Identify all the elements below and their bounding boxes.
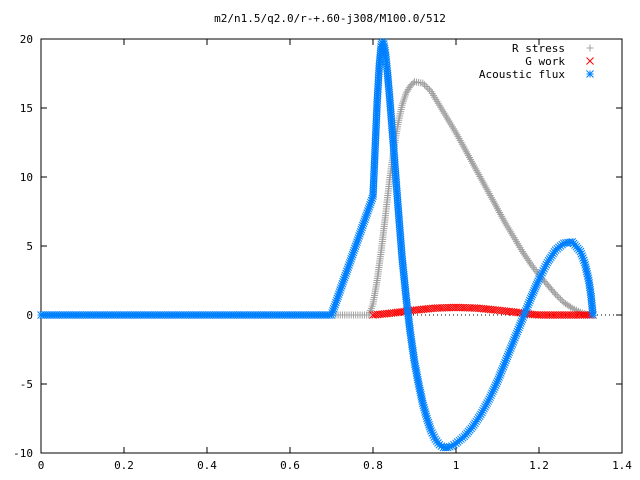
data-point bbox=[555, 294, 563, 302]
x-tick-label: 0.8 bbox=[363, 459, 383, 472]
legend-label: G work bbox=[525, 55, 565, 68]
data-point bbox=[552, 290, 560, 298]
data-point bbox=[557, 295, 565, 303]
x-tick-label: 1.4 bbox=[612, 459, 632, 472]
data-point bbox=[524, 256, 532, 264]
data-point bbox=[550, 289, 558, 297]
legend-marker bbox=[586, 44, 594, 52]
data-point bbox=[521, 251, 529, 259]
x-tick-label: 0.4 bbox=[197, 459, 217, 472]
x-tick-label: 1.2 bbox=[529, 459, 549, 472]
y-tick-label: 0 bbox=[26, 309, 33, 322]
data-point bbox=[553, 292, 561, 300]
legend-label: Acoustic flux bbox=[479, 68, 565, 81]
legend-marker bbox=[586, 57, 594, 65]
x-tick-label: 0 bbox=[38, 459, 45, 472]
data-series bbox=[37, 37, 597, 452]
data-point bbox=[425, 86, 433, 94]
legend-label: R stress bbox=[512, 42, 565, 55]
data-point bbox=[518, 248, 526, 256]
data-point bbox=[526, 258, 534, 266]
y-tick-label: 20 bbox=[20, 33, 33, 46]
data-point bbox=[523, 255, 531, 263]
plot-frame bbox=[40, 38, 623, 454]
data-point bbox=[424, 84, 432, 92]
y-tick-label: 15 bbox=[20, 102, 33, 115]
series-plus bbox=[37, 78, 593, 319]
series-star bbox=[37, 37, 597, 452]
data-point bbox=[567, 303, 575, 311]
x-tick-label: 0.6 bbox=[280, 459, 300, 472]
data-point bbox=[589, 311, 597, 319]
x-tick-label: 0.2 bbox=[114, 459, 134, 472]
data-point bbox=[409, 79, 417, 87]
data-point bbox=[422, 82, 430, 90]
axis-ticks: 0 0.2 0.4 0.6 0.8 1 1.2 1.4 -10 -5 0 5 10 15 20 bbox=[13, 33, 632, 472]
data-point bbox=[522, 253, 530, 261]
data-point bbox=[419, 79, 427, 87]
data-point bbox=[520, 249, 528, 257]
chart-title: m2/n1.5/q2.0/r-+.60-j308/M100.0/512 bbox=[214, 12, 446, 25]
y-tick-label: 5 bbox=[26, 240, 33, 253]
legend-marker bbox=[586, 70, 594, 78]
data-point bbox=[420, 81, 428, 89]
y-tick-label: -5 bbox=[20, 378, 33, 391]
series-cross bbox=[369, 303, 597, 319]
x-tick-label: 1 bbox=[453, 459, 460, 472]
y-tick-label: 10 bbox=[20, 171, 33, 184]
y-tick-label: -10 bbox=[13, 447, 33, 460]
